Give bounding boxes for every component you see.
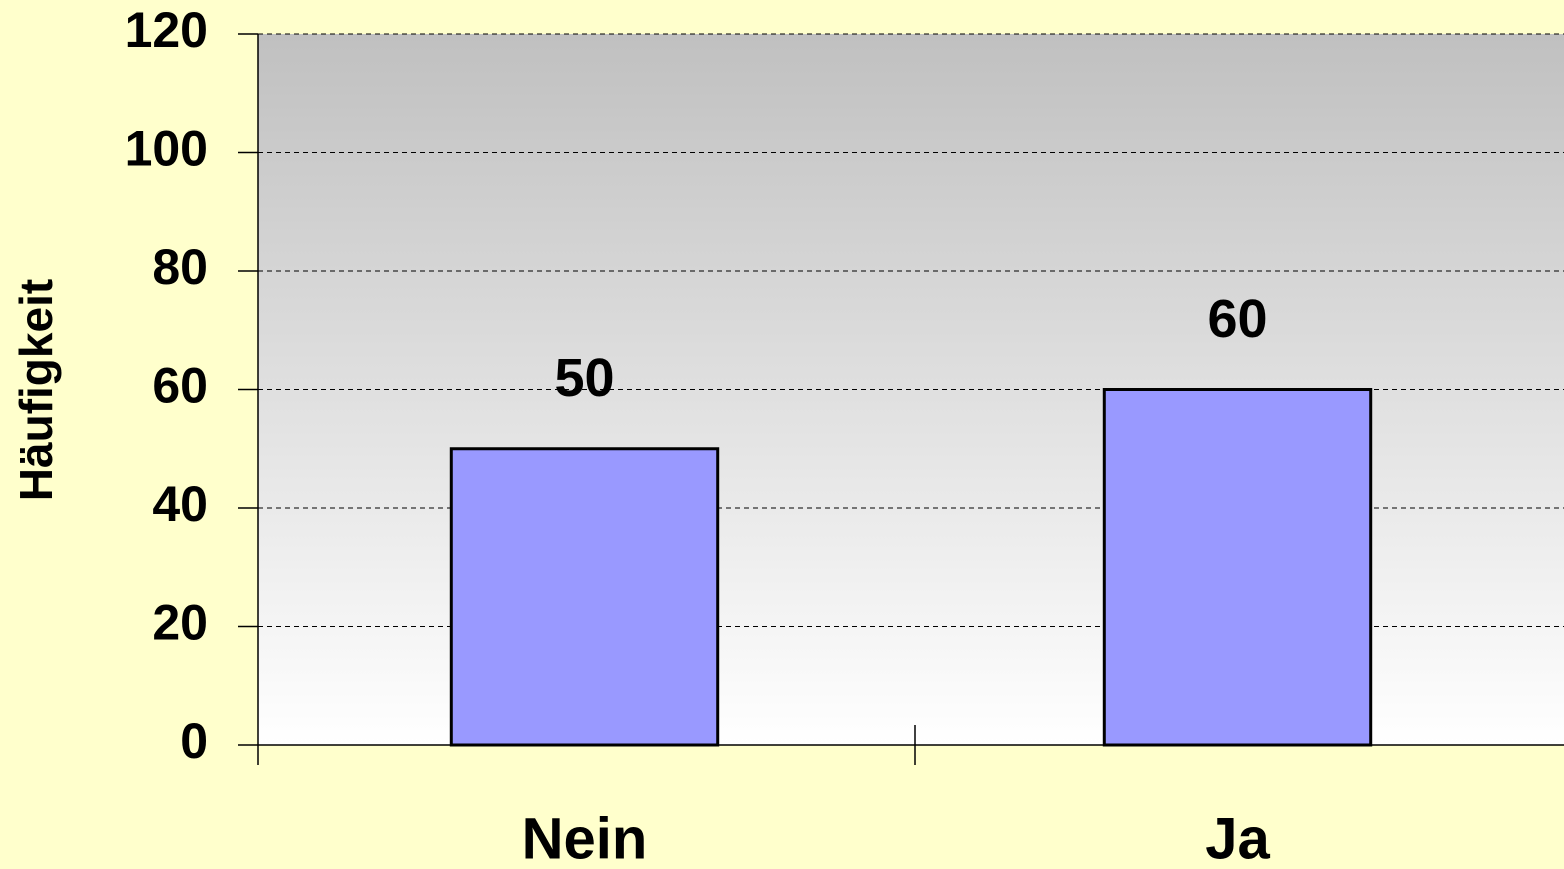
data-label: 60: [1207, 289, 1267, 349]
y-axis-title: Häufigkeit: [10, 279, 62, 501]
y-tick-label: 20: [152, 595, 208, 651]
bar: [1102, 388, 1373, 747]
x-tick-label: Nein: [522, 806, 648, 869]
y-tick-label: 40: [152, 476, 208, 532]
y-tick-label: 100: [125, 121, 208, 177]
x-tick-label: Ja: [1205, 806, 1270, 869]
y-tick-label: 60: [152, 358, 208, 414]
y-tick-label: 80: [152, 239, 208, 295]
y-tick-label: 0: [180, 713, 208, 769]
y-tick-label: 120: [125, 2, 208, 58]
data-label: 50: [554, 348, 614, 408]
bar: [449, 447, 720, 747]
